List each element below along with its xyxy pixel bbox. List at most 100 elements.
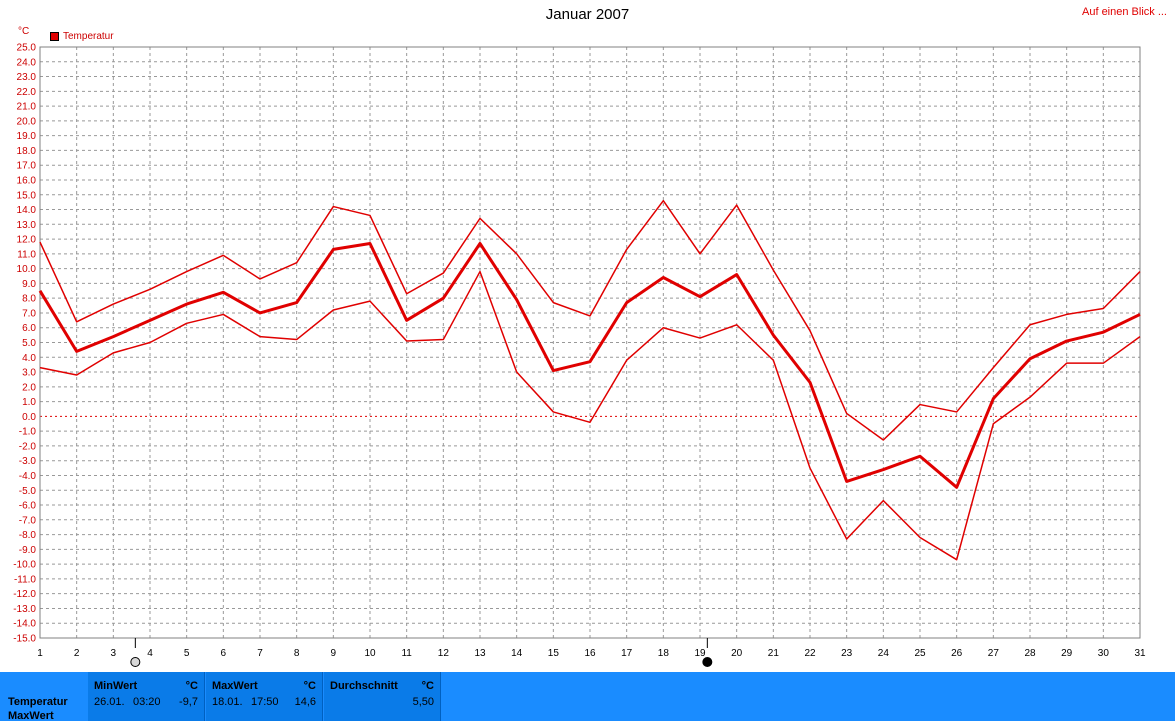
x-tick-label: 13: [474, 648, 486, 659]
y-tick-label: 23.0: [17, 72, 37, 83]
average-panel: Durchschnitt °C 5,50: [324, 672, 441, 721]
y-tick-label: 20.0: [17, 116, 37, 127]
max-header: MaxWert: [212, 680, 258, 692]
y-tick-label: -13.0: [13, 604, 36, 615]
min-time: 03:20: [133, 696, 161, 708]
avg-header: Durchschnitt: [330, 680, 398, 692]
y-tick-label: 10.0: [17, 264, 37, 275]
min-value-panel: MinWert °C 26.01. 03:20 -9,7: [88, 672, 205, 721]
temperature-chart: -15.0 -14.0 -13.0 -12.0 -11.0 -10.0 -9.0 -8.0 -7…: [13, 43, 1146, 667]
x-tick-label: 25: [914, 648, 926, 659]
x-tick-label: 23: [841, 648, 853, 659]
x-tick-label: 8: [294, 648, 300, 659]
x-tick-label: 16: [584, 648, 596, 659]
plot-frame: [39, 46, 1141, 639]
x-tick-label: 4: [147, 648, 153, 659]
x-tick-label: 21: [768, 648, 780, 659]
y-tick-label: -4.0: [19, 471, 37, 482]
y-tick-label: -15.0: [13, 634, 36, 645]
y-tick-label: 13.0: [17, 220, 37, 231]
x-tick-label: 20: [731, 648, 743, 659]
y-tick-label: -10.0: [13, 560, 36, 571]
x-tick-label: 27: [988, 648, 1000, 659]
y-tick-label: -3.0: [19, 456, 37, 467]
x-tick-label: 29: [1061, 648, 1073, 659]
x-tick-label: 24: [878, 648, 890, 659]
y-tick-label: -6.0: [19, 501, 37, 512]
x-tick-label: 15: [548, 648, 560, 659]
x-tick-label: 31: [1134, 648, 1146, 659]
y-tick-label: 24.0: [17, 57, 37, 68]
x-tick-label: 17: [621, 648, 633, 659]
y-tick-label: -1.0: [19, 427, 37, 438]
y-tick-label: 2.0: [22, 382, 36, 393]
full-moon-icon: [130, 657, 141, 667]
y-tick-label: 16.0: [17, 175, 37, 186]
x-tick-label: 28: [1024, 648, 1036, 659]
y-tick-label: 17.0: [17, 161, 37, 172]
y-tick-label: 21.0: [17, 102, 37, 113]
y-tick-label: -5.0: [19, 486, 37, 497]
y-tick-label: 1.0: [22, 397, 36, 408]
max-value: 14,6: [294, 696, 316, 708]
statistics-bar: Temperatur MaxWert MinWert °C 26.01. 03:…: [0, 672, 1175, 722]
y-tick-label: 7.0: [22, 308, 36, 319]
y-tick-label: 25.0: [17, 43, 37, 54]
x-tick-label: 26: [951, 648, 963, 659]
x-tick-label: 3: [111, 648, 117, 659]
footer-row-label-temperatur: Temperatur: [8, 696, 68, 708]
min-date: 26.01.: [94, 696, 125, 708]
legend-swatch: [50, 32, 59, 41]
x-tick-label: 5: [184, 648, 190, 659]
y-tick-label: 15.0: [17, 190, 37, 201]
y-tick-label: 4.0: [22, 353, 36, 364]
y-tick-label: 5.0: [22, 338, 36, 349]
min-value: -9,7: [179, 696, 198, 708]
y-tick-label: -2.0: [19, 441, 37, 452]
x-tick-label: 14: [511, 648, 523, 659]
chart-title: Januar 2007: [545, 6, 630, 23]
legend: Temperatur: [50, 31, 114, 42]
y-tick-label: -9.0: [19, 545, 37, 556]
footer-row-label-maxwert: MaxWert: [8, 710, 54, 722]
y-tick-label: -8.0: [19, 530, 37, 541]
y-tick-label: 0.0: [22, 412, 36, 423]
y-tick-label: -7.0: [19, 515, 37, 526]
x-tick-label: 12: [438, 648, 450, 659]
x-tick-label: 22: [804, 648, 816, 659]
y-tick-label: 18.0: [17, 146, 37, 157]
y-tick-label: -14.0: [13, 619, 36, 630]
x-tick-label: 7: [257, 648, 263, 659]
series-line-max: [39, 199, 1141, 441]
legend-label: Temperatur: [63, 31, 114, 42]
x-tick-label: 1: [37, 648, 43, 659]
x-tick-label: 11: [401, 648, 412, 659]
x-tick-label: 6: [221, 648, 227, 659]
max-value-panel: MaxWert °C 18.01. 17:50 14,6: [206, 672, 323, 721]
x-tick-label: 2: [74, 648, 80, 659]
x-tick-label: 9: [331, 648, 337, 659]
x-tick-label: 30: [1098, 648, 1110, 659]
y-tick-label: 12.0: [17, 235, 37, 246]
min-header: MinWert: [94, 680, 138, 692]
y-tick-label: 11.0: [17, 249, 36, 260]
avg-value: 5,50: [412, 696, 434, 708]
y-axis-unit: °C: [18, 26, 30, 37]
new-moon-icon: [702, 657, 713, 667]
series-line-min: [39, 270, 1141, 561]
y-tick-label: 22.0: [17, 87, 37, 98]
y-tick-label: 14.0: [17, 205, 37, 216]
avg-unit: °C: [421, 680, 434, 692]
x-tick-label: 18: [658, 648, 670, 659]
y-tick-label: 8.0: [22, 294, 36, 305]
overview-link[interactable]: Auf einen Blick ...: [1082, 6, 1167, 18]
y-tick-label: 6.0: [22, 323, 36, 334]
y-tick-label: -12.0: [13, 589, 36, 600]
y-tick-label: 3.0: [22, 368, 36, 379]
max-date: 18.01.: [212, 696, 243, 708]
y-tick-label: -11.0: [14, 574, 36, 585]
y-tick-label: 9.0: [22, 279, 36, 290]
x-tick-label: 10: [364, 648, 376, 659]
min-unit: °C: [185, 680, 198, 692]
max-unit: °C: [303, 680, 316, 692]
